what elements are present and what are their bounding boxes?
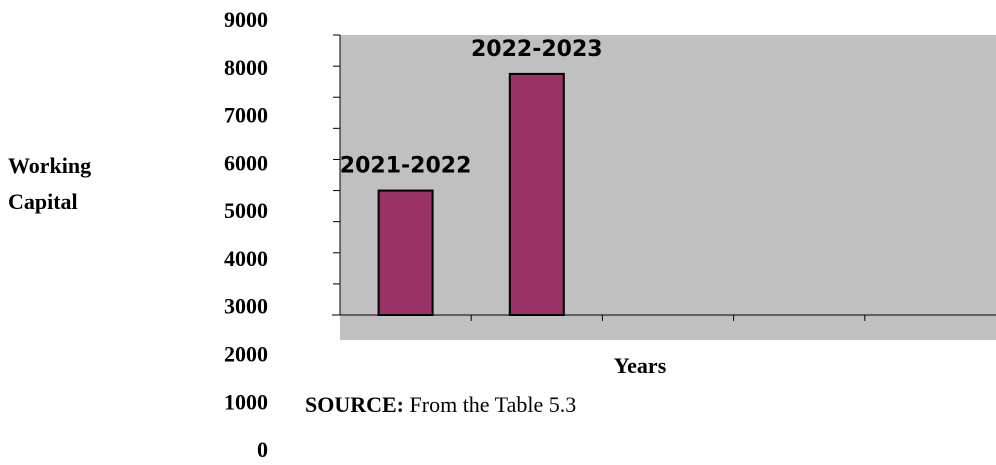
y-tick-label: 5000	[224, 198, 268, 223]
y-tick-label: 6000	[224, 150, 268, 175]
bar	[508, 72, 565, 316]
y-tick-label: 1000	[224, 389, 268, 414]
source-label: SOURCE:	[305, 392, 405, 417]
x-axis-label: Years	[614, 353, 667, 378]
y-tick-label: 8000	[224, 55, 268, 80]
y-tick-label: 3000	[224, 294, 268, 319]
y-axis-label: Working Capital	[8, 153, 92, 214]
y-tick-label: 9000	[224, 7, 268, 32]
source-text: From the Table 5.3	[409, 392, 577, 417]
plot-area	[340, 35, 996, 340]
bar	[377, 189, 434, 316]
y-tick-label: 4000	[224, 246, 268, 271]
y-tick-label: 2000	[224, 341, 268, 366]
y-tick-label: 7000	[224, 103, 268, 128]
y-tick-label: 0	[257, 437, 268, 462]
source: SOURCE: From the Table 5.3	[305, 392, 576, 418]
category-label: 2022-2023	[471, 37, 603, 62]
category-label: 2021-2022	[340, 154, 472, 179]
